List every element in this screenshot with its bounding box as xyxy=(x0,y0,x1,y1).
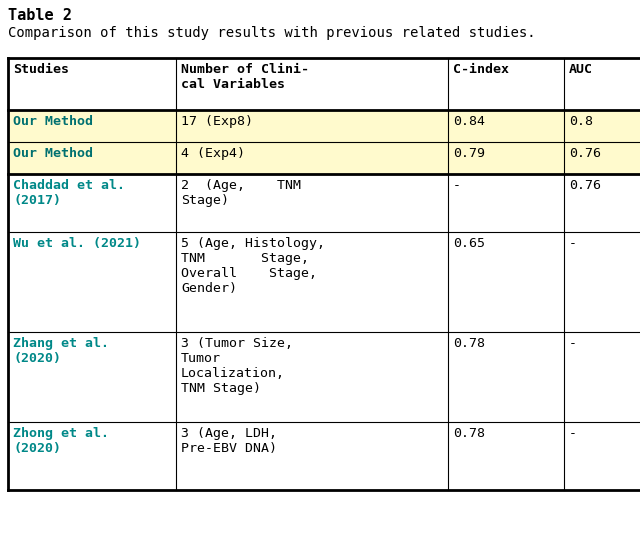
Text: -: - xyxy=(453,179,461,192)
Text: 0.76: 0.76 xyxy=(569,179,601,192)
Text: 0.76: 0.76 xyxy=(569,147,601,160)
Text: -: - xyxy=(569,337,577,350)
Text: Zhong et al.
(2020): Zhong et al. (2020) xyxy=(13,427,109,455)
Bar xyxy=(8,110,640,142)
Text: Comparison of this study results with previous related studies.: Comparison of this study results with pr… xyxy=(8,26,536,40)
Text: 4 (Exp4): 4 (Exp4) xyxy=(181,147,245,160)
Text: Studies: Studies xyxy=(13,63,69,76)
Text: Our Method: Our Method xyxy=(13,147,93,160)
Bar xyxy=(8,422,640,490)
Bar xyxy=(8,232,640,332)
Text: Number of Clini-
cal Variables: Number of Clini- cal Variables xyxy=(181,63,309,91)
Text: 0.79: 0.79 xyxy=(453,147,485,160)
Text: 3 (Age, LDH,
Pre-EBV DNA): 3 (Age, LDH, Pre-EBV DNA) xyxy=(181,427,277,455)
Text: 3 (Tumor Size,
Tumor
Localization,
TNM Stage): 3 (Tumor Size, Tumor Localization, TNM S… xyxy=(181,337,293,395)
Text: 5 (Age, Histology,
TNM       Stage,
Overall    Stage,
Gender): 5 (Age, Histology, TNM Stage, Overall St… xyxy=(181,237,325,295)
Text: 2  (Age,    TNM
Stage): 2 (Age, TNM Stage) xyxy=(181,179,301,207)
Bar xyxy=(8,174,640,232)
Text: -: - xyxy=(569,427,577,440)
Text: 0.8: 0.8 xyxy=(569,115,593,128)
Text: C-index: C-index xyxy=(453,63,509,76)
Text: Our Method: Our Method xyxy=(13,115,93,128)
Text: 0.78: 0.78 xyxy=(453,427,485,440)
Bar xyxy=(8,332,640,422)
Text: Zhang et al.
(2020): Zhang et al. (2020) xyxy=(13,337,109,365)
Text: 17 (Exp8): 17 (Exp8) xyxy=(181,115,253,128)
Text: AUC: AUC xyxy=(569,63,593,76)
Text: 0.78: 0.78 xyxy=(453,337,485,350)
Bar xyxy=(8,58,640,110)
Text: 0.84: 0.84 xyxy=(453,115,485,128)
Text: Table 2: Table 2 xyxy=(8,8,72,23)
Text: -: - xyxy=(569,237,577,250)
Bar xyxy=(8,142,640,174)
Text: Chaddad et al.
(2017): Chaddad et al. (2017) xyxy=(13,179,125,207)
Text: 0.65: 0.65 xyxy=(453,237,485,250)
Text: Wu et al. (2021): Wu et al. (2021) xyxy=(13,237,141,250)
